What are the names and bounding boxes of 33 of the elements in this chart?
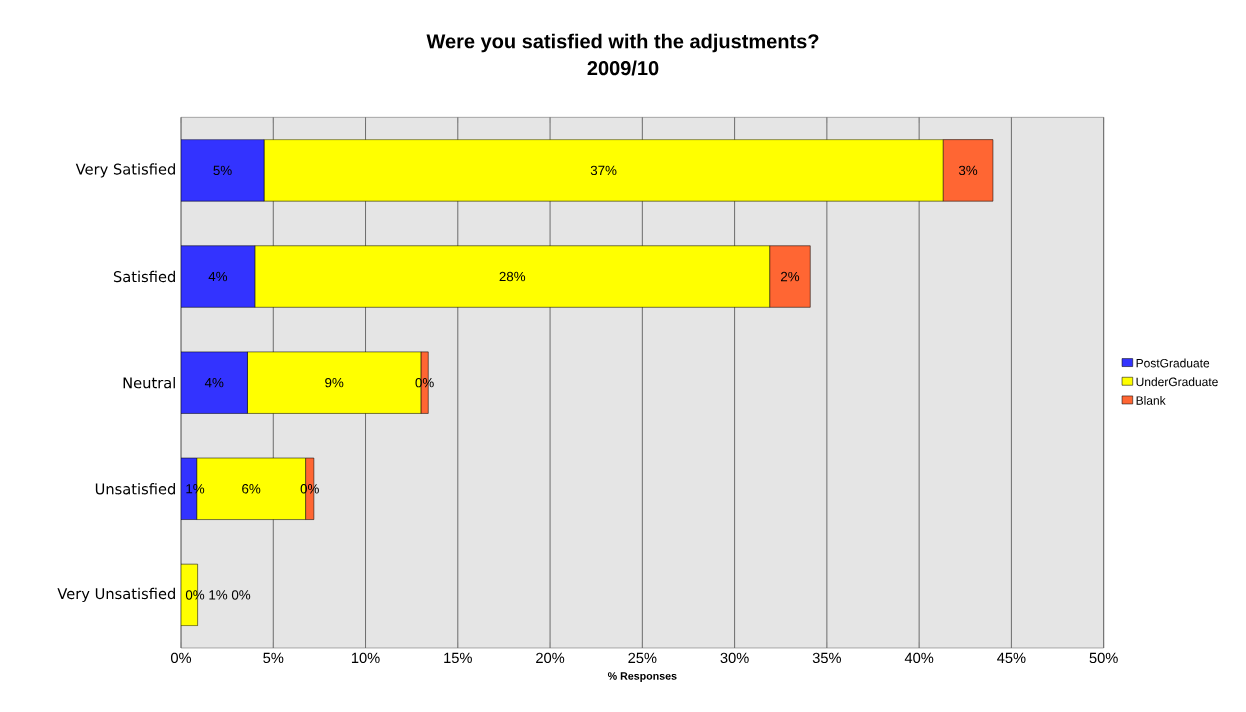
x-tick-label: 10% (351, 652, 380, 664)
y-tick-label: Very Unsatisfied (57, 587, 175, 603)
data-label: 9% (325, 377, 344, 388)
y-tick-label: Very Satisfied (75, 163, 175, 178)
x-tick-label: 45% (997, 652, 1026, 664)
chart-subtitle: 2009/10 (587, 60, 659, 76)
x-tick-label: 35% (812, 652, 841, 664)
y-tick-label: Neutral (123, 376, 175, 389)
data-label: 0% (231, 590, 251, 600)
legend-label: UnderGraduate (1136, 377, 1218, 387)
x-tick-label: 15% (444, 652, 472, 664)
chart-title: Were you satisfied with the adjustments? (426, 33, 819, 53)
data-label: 3% (958, 165, 978, 176)
x-tick-label: 30% (720, 652, 749, 664)
data-label: 4% (208, 271, 228, 282)
x-tick-label: 50% (1089, 652, 1118, 664)
data-label: 1% (209, 590, 228, 600)
x-tick-label: 20% (536, 652, 565, 664)
y-tick-label: Unsatisfied (95, 483, 175, 495)
legend-label: PostGraduate (1136, 358, 1210, 368)
x-axis-title: % Responses (607, 672, 677, 682)
data-label: 28% (499, 271, 526, 282)
legend-label: Blank (1136, 396, 1166, 405)
y-tick-label: Satisfied (113, 270, 175, 283)
x-tick-label: 40% (904, 652, 934, 664)
x-tick-label: 5% (263, 652, 284, 664)
data-label: 4% (204, 377, 224, 388)
data-label: 2% (780, 271, 800, 282)
x-tick-label: 0% (170, 652, 192, 664)
x-tick-label: 25% (628, 652, 657, 664)
data-label: 37% (590, 165, 617, 176)
data-label: 6% (242, 484, 261, 494)
data-label: 5% (213, 165, 232, 176)
